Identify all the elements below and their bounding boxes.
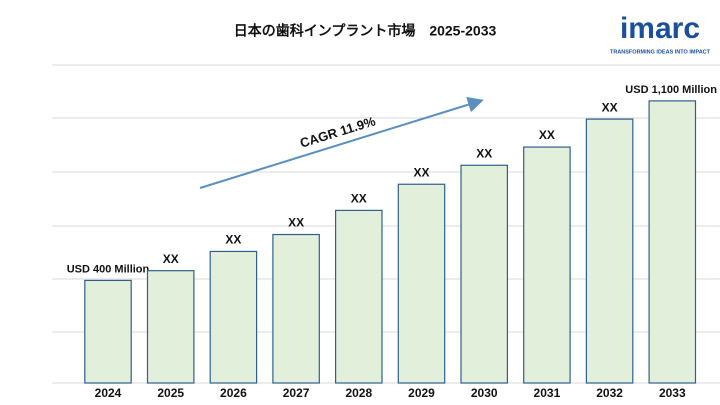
chart-title: 日本の歯科インプラント市場 2025-2033 <box>234 23 497 39</box>
cagr-arrow <box>199 96 484 189</box>
bar <box>209 250 258 384</box>
x-tick-label: 2026 <box>220 386 247 400</box>
value-label: XX <box>351 192 367 206</box>
value-label: USD 1,100 Million <box>625 84 717 96</box>
bar <box>523 146 571 384</box>
bar <box>272 233 320 384</box>
value-label: XX <box>602 100 618 114</box>
x-tick-label: 2028 <box>345 386 372 400</box>
value-label: XX <box>476 146 492 160</box>
value-label: XX <box>163 252 179 266</box>
bar <box>335 209 383 384</box>
x-tick-label: 2033 <box>659 386 686 400</box>
x-tick-label: 2032 <box>596 386 623 400</box>
value-label: USD 400 Million <box>67 263 150 275</box>
logo-tagline: TRANSFORMING IDEAS INTO IMPACT <box>610 49 711 55</box>
bar <box>648 100 697 384</box>
bar <box>146 270 195 384</box>
x-tick-label: 2029 <box>408 386 435 400</box>
value-label: XX <box>225 233 241 247</box>
x-tick-label: 2025 <box>157 386 184 400</box>
x-tick-label: 2027 <box>283 386 310 400</box>
logo: imarc <box>620 12 700 45</box>
bar <box>84 279 132 384</box>
x-tick-label: 2024 <box>95 386 122 400</box>
bar <box>460 164 508 384</box>
bar <box>397 183 446 384</box>
x-tick-label: 2031 <box>534 386 561 400</box>
value-label: XX <box>539 128 555 142</box>
x-tick-label: 2030 <box>471 386 498 400</box>
value-label: XX <box>288 216 304 230</box>
value-label: XX <box>413 165 429 179</box>
bar <box>585 118 634 384</box>
